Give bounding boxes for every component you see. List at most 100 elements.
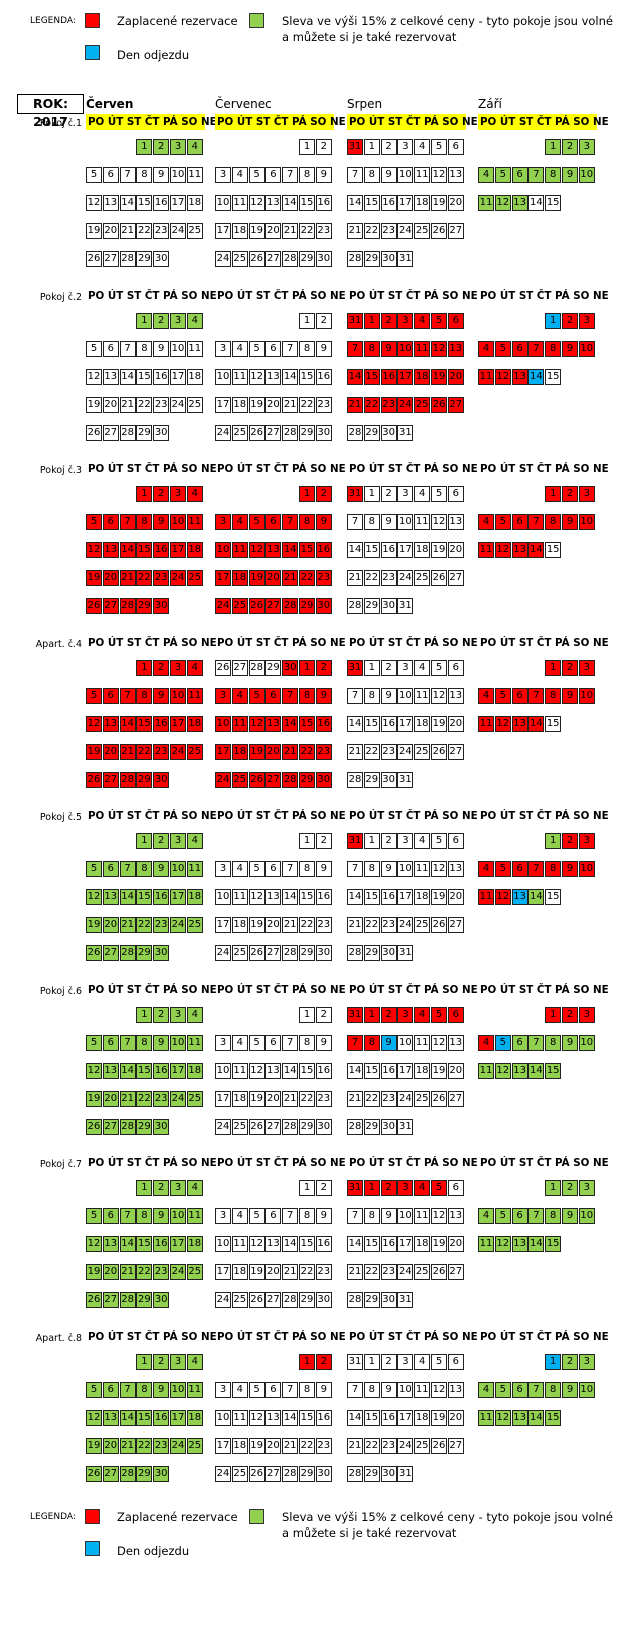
calendar-day[interactable]: 5 bbox=[494, 687, 511, 704]
calendar-day[interactable]: 3 bbox=[578, 1353, 595, 1370]
calendar-day[interactable]: 4 bbox=[478, 1381, 494, 1398]
calendar-day[interactable]: 18 bbox=[186, 1236, 203, 1252]
calendar-day[interactable]: 11 bbox=[186, 861, 203, 877]
calendar-day[interactable]: 8 bbox=[363, 861, 380, 877]
calendar-day[interactable]: 2 bbox=[153, 486, 170, 502]
calendar-day[interactable]: 17 bbox=[170, 1409, 186, 1426]
calendar-day[interactable]: 18 bbox=[414, 715, 431, 732]
calendar-day[interactable]: 5 bbox=[431, 833, 447, 849]
calendar-day[interactable]: 23 bbox=[380, 396, 397, 413]
calendar-day[interactable]: 15 bbox=[363, 715, 380, 732]
calendar-day[interactable]: 16 bbox=[315, 1236, 332, 1252]
calendar-day[interactable]: 26 bbox=[248, 1465, 265, 1482]
calendar-day[interactable]: 10 bbox=[578, 1208, 595, 1224]
calendar-day[interactable]: 27 bbox=[102, 251, 119, 267]
calendar-day[interactable]: 22 bbox=[299, 570, 315, 586]
calendar-day[interactable]: 3 bbox=[215, 1208, 231, 1224]
calendar-day[interactable]: 2 bbox=[315, 486, 332, 502]
calendar-day[interactable]: 17 bbox=[215, 1090, 231, 1107]
calendar-day[interactable]: 6 bbox=[102, 1034, 119, 1051]
calendar-day[interactable]: 16 bbox=[315, 542, 332, 558]
calendar-day[interactable]: 2 bbox=[153, 1353, 170, 1370]
calendar-day[interactable]: 20 bbox=[265, 1090, 282, 1107]
calendar-day[interactable]: 8 bbox=[545, 1034, 562, 1051]
calendar-day[interactable]: 23 bbox=[153, 1090, 170, 1107]
calendar-day[interactable]: 7 bbox=[347, 687, 363, 704]
calendar-day[interactable]: 14 bbox=[119, 1062, 136, 1079]
calendar-day[interactable]: 6 bbox=[447, 139, 464, 155]
calendar-day[interactable]: 10 bbox=[215, 195, 231, 211]
calendar-day[interactable]: 1 bbox=[545, 312, 562, 329]
calendar-day[interactable]: 1 bbox=[299, 833, 315, 849]
calendar-day[interactable]: 6 bbox=[102, 1381, 119, 1398]
calendar-day[interactable]: 13 bbox=[447, 1208, 464, 1224]
calendar-day[interactable]: 30 bbox=[315, 1292, 332, 1308]
calendar-day[interactable]: 20 bbox=[447, 715, 464, 732]
calendar-day[interactable]: 3 bbox=[170, 1353, 186, 1370]
calendar-day[interactable]: 11 bbox=[414, 687, 431, 704]
calendar-day[interactable]: 12 bbox=[494, 1409, 511, 1426]
calendar-day[interactable]: 19 bbox=[431, 542, 447, 558]
calendar-day[interactable]: 4 bbox=[414, 1180, 431, 1196]
calendar-day[interactable]: 20 bbox=[265, 223, 282, 239]
calendar-day[interactable]: 30 bbox=[153, 945, 170, 961]
calendar-day[interactable]: 28 bbox=[119, 1465, 136, 1482]
calendar-day[interactable]: 11 bbox=[231, 195, 248, 211]
calendar-day[interactable]: 8 bbox=[136, 167, 153, 183]
calendar-day[interactable]: 27 bbox=[447, 743, 464, 760]
calendar-day[interactable]: 10 bbox=[215, 889, 231, 905]
calendar-day[interactable]: 15 bbox=[136, 715, 153, 732]
calendar-day[interactable]: 31 bbox=[347, 1353, 363, 1370]
calendar-day[interactable]: 20 bbox=[447, 1409, 464, 1426]
calendar-day[interactable]: 4 bbox=[231, 167, 248, 183]
calendar-day[interactable]: 1 bbox=[136, 659, 153, 676]
calendar-day[interactable]: 14 bbox=[119, 889, 136, 905]
calendar-day[interactable]: 4 bbox=[478, 1034, 494, 1051]
calendar-day[interactable]: 11 bbox=[478, 1236, 494, 1252]
calendar-day[interactable]: 11 bbox=[414, 1381, 431, 1398]
calendar-day[interactable]: 10 bbox=[397, 1034, 414, 1051]
calendar-day[interactable]: 25 bbox=[186, 1437, 203, 1454]
calendar-day[interactable]: 9 bbox=[153, 1034, 170, 1051]
calendar-day[interactable]: 8 bbox=[299, 1208, 315, 1224]
calendar-day[interactable]: 28 bbox=[248, 659, 265, 676]
calendar-day[interactable]: 29 bbox=[363, 1118, 380, 1135]
calendar-day[interactable]: 22 bbox=[299, 917, 315, 933]
calendar-day[interactable]: 12 bbox=[431, 514, 447, 530]
calendar-day[interactable]: 9 bbox=[562, 861, 578, 877]
calendar-day[interactable]: 14 bbox=[282, 542, 299, 558]
calendar-day[interactable]: 6 bbox=[265, 167, 282, 183]
calendar-day[interactable]: 4 bbox=[186, 139, 203, 155]
calendar-day[interactable]: 14 bbox=[347, 1236, 363, 1252]
calendar-day[interactable]: 6 bbox=[511, 861, 528, 877]
calendar-day[interactable]: 28 bbox=[347, 251, 363, 267]
calendar-day[interactable]: 23 bbox=[153, 396, 170, 413]
calendar-day[interactable]: 4 bbox=[414, 1006, 431, 1023]
calendar-day[interactable]: 13 bbox=[265, 1062, 282, 1079]
calendar-day[interactable]: 6 bbox=[447, 1180, 464, 1196]
calendar-day[interactable]: 17 bbox=[397, 368, 414, 385]
calendar-day[interactable]: 19 bbox=[248, 917, 265, 933]
calendar-day[interactable]: 2 bbox=[562, 312, 578, 329]
calendar-day[interactable]: 4 bbox=[186, 486, 203, 502]
calendar-day[interactable]: 30 bbox=[315, 771, 332, 788]
calendar-day[interactable]: 14 bbox=[528, 1236, 545, 1252]
calendar-day[interactable]: 24 bbox=[215, 251, 231, 267]
calendar-day[interactable]: 26 bbox=[86, 1465, 102, 1482]
calendar-day[interactable]: 17 bbox=[170, 195, 186, 211]
calendar-day[interactable]: 17 bbox=[215, 396, 231, 413]
calendar-day[interactable]: 25 bbox=[231, 771, 248, 788]
calendar-day[interactable]: 1 bbox=[299, 139, 315, 155]
calendar-day[interactable]: 18 bbox=[231, 1090, 248, 1107]
calendar-day[interactable]: 24 bbox=[397, 570, 414, 586]
calendar-day[interactable]: 26 bbox=[86, 1292, 102, 1308]
calendar-day[interactable]: 22 bbox=[299, 223, 315, 239]
calendar-day[interactable]: 10 bbox=[170, 514, 186, 530]
calendar-day[interactable]: 11 bbox=[231, 1409, 248, 1426]
calendar-day[interactable]: 5 bbox=[86, 514, 102, 530]
calendar-day[interactable]: 2 bbox=[380, 139, 397, 155]
calendar-day[interactable]: 3 bbox=[215, 514, 231, 530]
calendar-day[interactable]: 22 bbox=[363, 570, 380, 586]
calendar-day[interactable]: 7 bbox=[347, 1034, 363, 1051]
calendar-day[interactable]: 17 bbox=[397, 542, 414, 558]
